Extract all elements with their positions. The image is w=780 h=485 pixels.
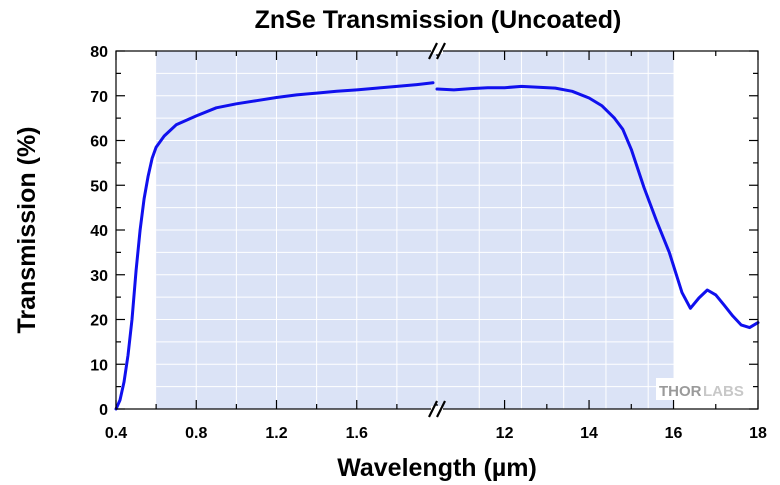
- series-layer: [114, 81, 760, 411]
- x-tick-label: 12: [496, 425, 514, 442]
- y-tick-label: 20: [90, 313, 108, 330]
- y-tick-label: 70: [90, 89, 108, 106]
- x-axis-label: Wavelength (µm): [337, 454, 537, 482]
- x-tick-label: 1.6: [346, 425, 368, 442]
- axis-break-slash: [436, 400, 446, 418]
- x-tick-labels: 0.4 0.8 1.2 1.6 12 14 16 18: [105, 425, 767, 442]
- x-tick-label: 0.4: [105, 425, 127, 442]
- x-tick-label: 0.8: [185, 425, 207, 442]
- y-tick-label: 80: [90, 44, 108, 61]
- y-axis-label: Transmission (%): [13, 127, 41, 334]
- y-tick-labels: 0 10 20 30 40 50 60 70 80: [90, 44, 108, 419]
- y-tick-label: 30: [90, 268, 108, 285]
- axis-break-marks: [428, 42, 446, 418]
- series-line-2: [435, 84, 760, 330]
- logo-text-labs: LABS: [703, 383, 744, 400]
- y-tick-label: 10: [90, 357, 108, 374]
- axis-ticks: [115, 50, 759, 410]
- x-tick-label: 14: [580, 425, 598, 442]
- y-tick-label: 50: [90, 178, 108, 195]
- chart-title: ZnSe Transmission (Uncoated): [255, 6, 622, 34]
- y-tick-label: 0: [99, 402, 108, 419]
- axis-break-slash: [428, 42, 438, 60]
- y-tick-label: 40: [90, 223, 108, 240]
- series-line-1: [114, 81, 435, 411]
- axis-break-slash: [436, 42, 446, 60]
- x-tick-label: 18: [749, 425, 767, 442]
- x-tick-label: 16: [665, 425, 683, 442]
- grid-lines: [156, 51, 674, 409]
- axis-break-gap: [431, 406, 443, 412]
- thorlabs-logo: THOR LABS: [656, 378, 756, 400]
- logo-text-thor: THOR: [659, 383, 702, 400]
- axis-break-gap: [431, 48, 443, 54]
- x-tick-label: 1.2: [265, 425, 287, 442]
- axis-break-slash: [428, 400, 438, 418]
- y-tick-label: 60: [90, 134, 108, 151]
